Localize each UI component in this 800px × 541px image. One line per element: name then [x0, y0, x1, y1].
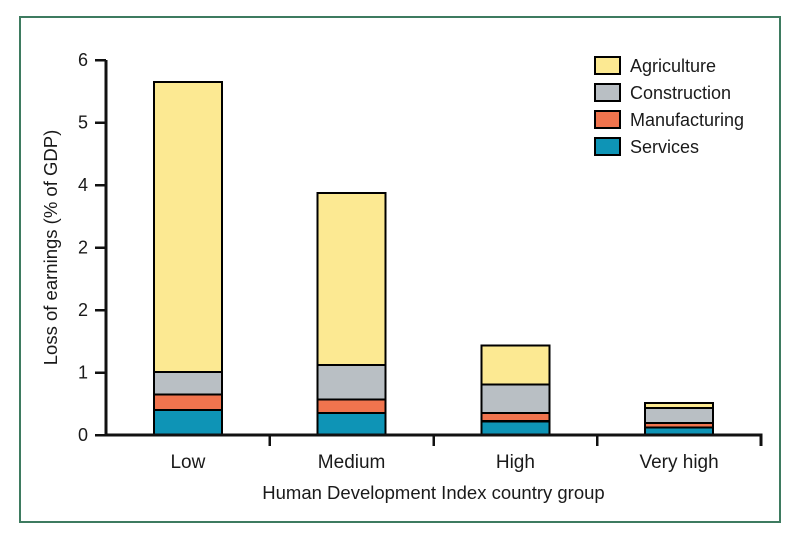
- legend-label-services: Services: [630, 137, 699, 157]
- y-tick-label: 2: [78, 300, 88, 320]
- bar-segment-agriculture-medium: [316, 192, 387, 366]
- bar-segment-agriculture-high: [480, 344, 551, 386]
- bar-segment-manufacturing-high: [480, 412, 551, 423]
- x-axis-title: Human Development Index country group: [262, 482, 604, 503]
- bar-segment-agriculture-low: [152, 80, 223, 373]
- bar-segment-agriculture-very-high: [644, 402, 715, 410]
- legend-swatch-agriculture: [594, 56, 621, 75]
- stacked-bar-chart: 0 1 2 2 4 5 6 Low Medium High Very high Human Devel…: [40, 50, 763, 503]
- y-tick-label: 2: [78, 238, 88, 258]
- y-tick-label: 0: [78, 425, 88, 445]
- bar-segment-manufacturing-low: [152, 393, 223, 411]
- bar-segment-services-medium: [316, 412, 387, 437]
- legend-swatch-construction: [594, 83, 621, 102]
- y-tick-label: 1: [78, 363, 88, 383]
- legend-swatch-manufacturing: [594, 110, 621, 129]
- bar-segment-construction-very-high: [644, 407, 715, 425]
- y-tick-label: 5: [78, 113, 88, 133]
- x-category-label: High: [496, 452, 535, 473]
- y-tick-label: 6: [78, 50, 88, 70]
- bar-segment-construction-low: [152, 370, 223, 396]
- bar-segment-services-low: [152, 409, 223, 436]
- x-category-label: Very high: [639, 452, 718, 473]
- x-category-label: Low: [170, 452, 205, 473]
- bar-segment-construction-high: [480, 383, 551, 415]
- legend-label-agriculture: Agriculture: [630, 56, 716, 76]
- legend-label-construction: Construction: [630, 83, 731, 103]
- bar-segment-services-high: [480, 420, 551, 437]
- y-axis-title: Loss of earnings (% of GDP): [40, 130, 61, 365]
- bar-segment-construction-medium: [316, 364, 387, 401]
- x-category-label: Medium: [318, 452, 386, 473]
- legend-swatch-services: [594, 137, 621, 156]
- bar-segment-manufacturing-medium: [316, 398, 387, 415]
- legend-label-manufacturing: Manufacturing: [630, 110, 744, 130]
- y-tick-label: 4: [78, 175, 88, 195]
- chart-frame: 0 1 2 2 4 5 6 Low Medium High Very high Human Devel…: [19, 16, 781, 523]
